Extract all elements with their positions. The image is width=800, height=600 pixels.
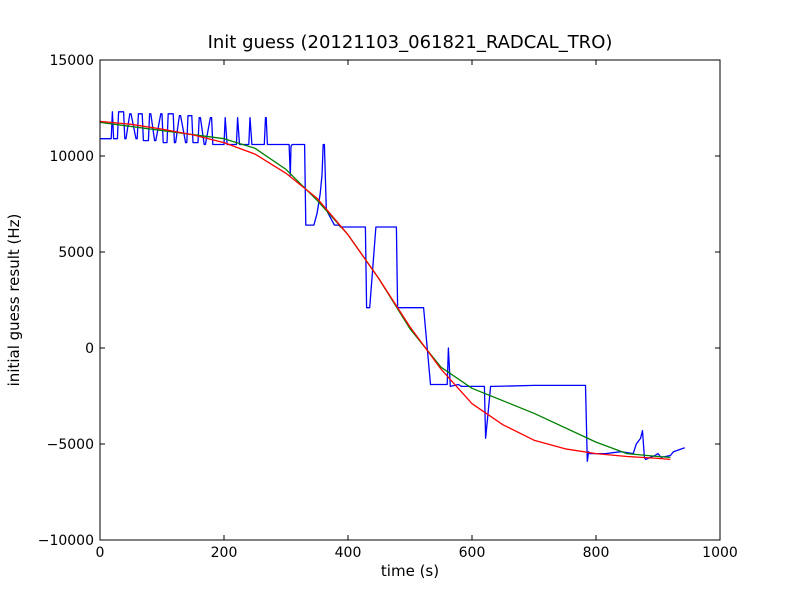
chart-title: Init guess (20121103_061821_RADCAL_TRO)	[208, 32, 613, 53]
y-axis-label: initial guess result (Hz)	[5, 214, 23, 387]
plot-frame	[99, 59, 721, 541]
series-layer	[99, 111, 685, 462]
y-tick-label: −10000	[38, 533, 94, 549]
y-tick-label: −5000	[47, 437, 94, 453]
tick-layer: 0 200 400 600 800 1000 −10000 −5000 0 5000 10000 15…	[38, 53, 738, 561]
y-tick-label: 5000	[58, 245, 94, 261]
y-tick-label: 15000	[49, 53, 94, 69]
y-tick-label: 10000	[49, 149, 94, 165]
x-axis-label: time (s)	[381, 562, 439, 580]
x-tick-label: 0	[96, 545, 105, 561]
x-tick-label: 400	[335, 545, 362, 561]
x-tick-label: 1000	[702, 545, 738, 561]
series-line-2	[99, 120, 671, 461]
x-tick-label: 600	[459, 545, 486, 561]
series-line-0	[100, 111, 685, 462]
y-tick-label: 0	[85, 341, 94, 357]
series-line-1	[99, 121, 671, 459]
x-tick-label: 800	[583, 545, 610, 561]
x-tick-label: 200	[211, 545, 238, 561]
